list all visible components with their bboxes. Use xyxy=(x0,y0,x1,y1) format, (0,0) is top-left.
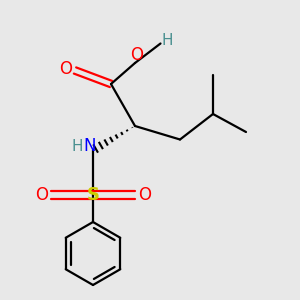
Text: N: N xyxy=(84,137,96,155)
Text: O: O xyxy=(138,186,151,204)
Text: S: S xyxy=(86,186,100,204)
Text: O: O xyxy=(59,60,73,78)
Text: H: H xyxy=(72,139,83,154)
Text: O: O xyxy=(35,186,48,204)
Text: O: O xyxy=(130,46,143,64)
Text: H: H xyxy=(161,33,173,48)
